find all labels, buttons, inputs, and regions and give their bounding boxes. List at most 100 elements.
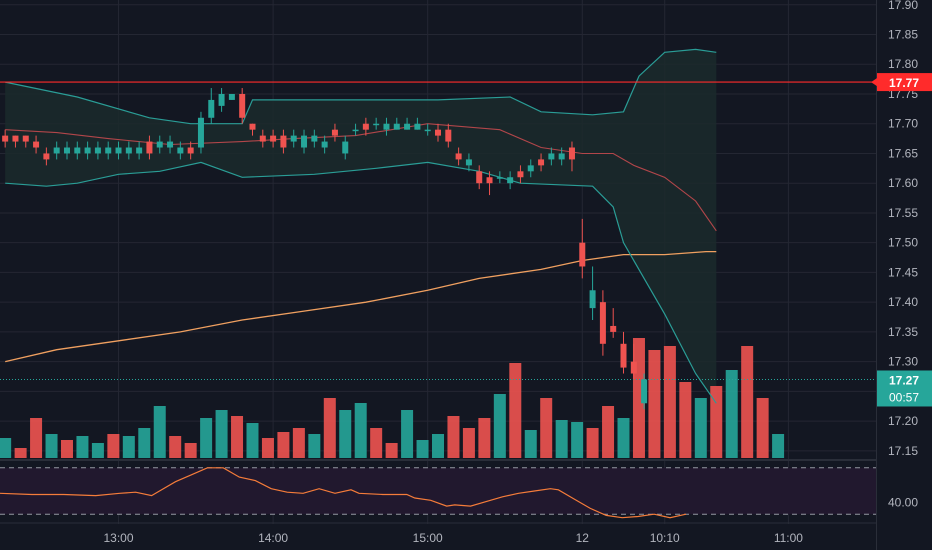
price-tick-label: 17.60	[888, 176, 918, 190]
last-price-tag	[877, 370, 932, 407]
candle-body[interactable]	[94, 147, 101, 154]
volume-bar	[14, 448, 27, 458]
candle-body[interactable]	[105, 147, 112, 154]
candle-body[interactable]	[568, 147, 575, 160]
price-tick-label: 17.80	[888, 57, 918, 71]
volume-bar	[509, 363, 522, 458]
candle-body[interactable]	[259, 135, 266, 142]
moving-average-line	[5, 250, 717, 363]
candle-body[interactable]	[393, 123, 400, 130]
candle-body[interactable]	[311, 135, 318, 142]
bollinger-lower-line	[5, 161, 717, 404]
candle-body[interactable]	[373, 123, 380, 126]
volume-bar	[710, 386, 723, 458]
price-tick-label: 17.55	[888, 206, 918, 220]
candle-body[interactable]	[435, 129, 441, 136]
candle-body[interactable]	[290, 135, 297, 142]
candle-body[interactable]	[12, 135, 19, 142]
candle-body[interactable]	[496, 177, 503, 179]
candlesticks[interactable]	[2, 88, 648, 410]
candle-body[interactable]	[486, 177, 493, 184]
candle-body[interactable]	[156, 141, 163, 148]
resistance-price-tag	[877, 73, 932, 92]
candle-body[interactable]	[280, 135, 287, 148]
candle-body[interactable]	[270, 135, 277, 142]
candle-body[interactable]	[352, 129, 359, 132]
candle-body[interactable]	[558, 153, 565, 160]
volume-bar	[215, 410, 228, 458]
volume-bar	[308, 434, 321, 458]
rsi-tick-label: 40.00	[888, 496, 918, 510]
indicator-lines	[0, 48, 876, 404]
volume-bar	[277, 432, 290, 458]
candle-body[interactable]	[84, 147, 91, 154]
candle-body[interactable]	[414, 123, 421, 130]
candle-body[interactable]	[321, 141, 328, 148]
candle-body[interactable]	[445, 129, 452, 142]
candle-body[interactable]	[630, 361, 637, 374]
candle-body[interactable]	[476, 171, 483, 184]
candle-body[interactable]	[620, 343, 627, 368]
candle-body[interactable]	[342, 141, 349, 154]
time-axis[interactable]: 13:00 14:00 15:00 12 10:10 11:00	[0, 522, 876, 545]
candle-body[interactable]	[177, 147, 184, 154]
price-tick-label: 17.45	[888, 265, 918, 279]
volume-bar	[648, 350, 661, 458]
volume-bar	[91, 443, 104, 458]
candle-body[interactable]	[362, 123, 369, 130]
candle-body[interactable]	[167, 141, 174, 148]
candle-body[interactable]	[404, 123, 411, 130]
bollinger-band-fill	[5, 49, 717, 404]
time-tick-label: 12	[576, 531, 590, 545]
candle-body[interactable]	[538, 159, 545, 166]
candle-body[interactable]	[331, 129, 338, 136]
candle-body[interactable]	[383, 123, 390, 130]
volume-bar	[555, 420, 568, 458]
candle-body[interactable]	[187, 147, 194, 154]
candle-body[interactable]	[424, 129, 431, 132]
last-price-label: 17.27	[889, 373, 919, 387]
candle-body[interactable]	[599, 302, 606, 344]
candle-body[interactable]	[465, 159, 472, 166]
candle-body[interactable]	[197, 117, 204, 148]
candle-body[interactable]	[589, 290, 596, 309]
price-tick-label: 17.20	[888, 414, 918, 428]
candle-body[interactable]	[43, 153, 50, 160]
candle-body[interactable]	[579, 242, 586, 267]
volume-bar	[725, 370, 738, 458]
candle-body[interactable]	[527, 165, 534, 172]
candle-body[interactable]	[125, 147, 132, 154]
candle-body[interactable]	[301, 135, 308, 148]
candle-body[interactable]	[115, 147, 122, 154]
price-tick-label: 17.35	[888, 325, 918, 339]
volume-bar	[0, 438, 12, 458]
candle-body[interactable]	[517, 171, 524, 178]
candle-body[interactable]	[63, 147, 70, 154]
volume-bars	[0, 338, 785, 458]
volume-bar	[60, 440, 73, 458]
candle-body[interactable]	[610, 325, 617, 332]
candle-body[interactable]	[218, 93, 225, 106]
candle-body[interactable]	[53, 147, 60, 154]
candle-body[interactable]	[33, 141, 40, 148]
candle-body[interactable]	[228, 93, 235, 100]
candle-body[interactable]	[641, 379, 648, 404]
candle-body[interactable]	[2, 135, 9, 142]
candle-body[interactable]	[136, 147, 143, 154]
candle-body[interactable]	[74, 147, 81, 154]
candle-body[interactable]	[239, 93, 246, 118]
volume-bar	[184, 443, 197, 458]
candle-body[interactable]	[249, 123, 256, 130]
rsi-band-fill	[0, 467, 876, 515]
candle-body[interactable]	[507, 177, 514, 184]
volume-bar	[679, 382, 692, 458]
candle-body[interactable]	[208, 99, 215, 118]
volume-bar	[571, 422, 584, 458]
candle-body[interactable]	[548, 153, 555, 160]
candle-body[interactable]	[146, 141, 153, 154]
volume-bar	[447, 416, 460, 458]
candle-body[interactable]	[22, 135, 29, 142]
candle-body[interactable]	[455, 153, 462, 160]
